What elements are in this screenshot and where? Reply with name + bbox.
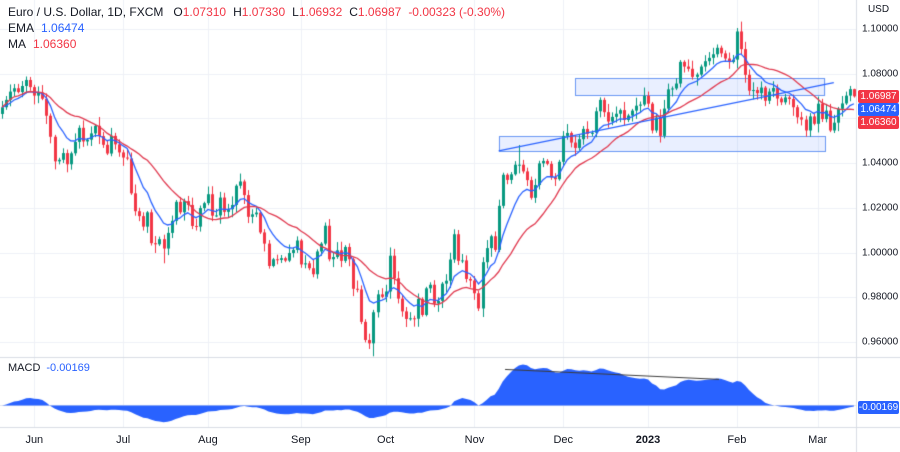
time-tick-label: Jun (25, 434, 44, 446)
ohlc-close: C1.06987 (349, 5, 402, 19)
time-tick-label: Aug (198, 434, 218, 446)
ohlc-low: L1.06932 (292, 5, 343, 19)
price-tick-label: 0.98000 (862, 291, 899, 303)
legend: Euro / U.S. Dollar, 1D, FXCM O1.07310 H1… (8, 5, 505, 53)
time-tick-label: Nov (464, 434, 485, 446)
ohlc-open: O1.07310 (173, 5, 227, 19)
price-tick-label: 1.00000 (862, 247, 899, 259)
time-tick-label: Jul (116, 434, 131, 446)
time-tick-label: Sep (291, 434, 311, 446)
time-axis[interactable]: Jun Jul Aug Sep Oct Nov Dec 2023 Feb Mar (0, 427, 857, 452)
price-axis[interactable]: 1.100001.080001.060001.040001.020001.000… (857, 0, 900, 427)
change-value: -0.00323 (-0.30%) (408, 5, 506, 19)
ma-value: 1.06360 (33, 37, 77, 51)
time-tick-label: Feb (727, 434, 747, 446)
price-tick-label: 0.96000 (862, 336, 899, 348)
macd-value: -0.00169 (46, 362, 90, 374)
ema-row[interactable]: EMA 1.06474 (8, 21, 505, 36)
price-badge: 1.06360 (858, 115, 899, 129)
ema-label: EMA (8, 21, 35, 35)
price-badge: 1.06987 (858, 89, 899, 103)
macd-legend[interactable]: MACD -0.00169 (8, 362, 90, 374)
price-tick-label: 1.04000 (862, 157, 899, 169)
price-axis-currency: USD (867, 4, 890, 15)
price-tick-label: 1.08000 (862, 68, 899, 80)
macd-label: MACD (8, 362, 41, 374)
time-tick-label: Mar (808, 434, 828, 446)
time-tick-label: Dec (553, 434, 574, 446)
symbol-title[interactable]: Euro / U.S. Dollar, 1D, FXCM (8, 5, 164, 19)
ma-row[interactable]: MA 1.06360 (8, 37, 505, 52)
price-tick-label: 1.10000 (862, 23, 899, 35)
time-tick-label: Oct (377, 434, 395, 446)
time-tick-label: 2023 (635, 434, 661, 446)
macd-badge: -0.00169 (858, 400, 899, 414)
price-badge: 1.06474 (858, 102, 899, 116)
ohlc-high: H1.07330 (233, 5, 286, 19)
price-tick-label: 1.02000 (862, 202, 899, 214)
ma-label: MA (8, 37, 26, 51)
ema-value: 1.06474 (41, 21, 85, 35)
symbol-row: Euro / U.S. Dollar, 1D, FXCM O1.07310 H1… (8, 5, 505, 20)
